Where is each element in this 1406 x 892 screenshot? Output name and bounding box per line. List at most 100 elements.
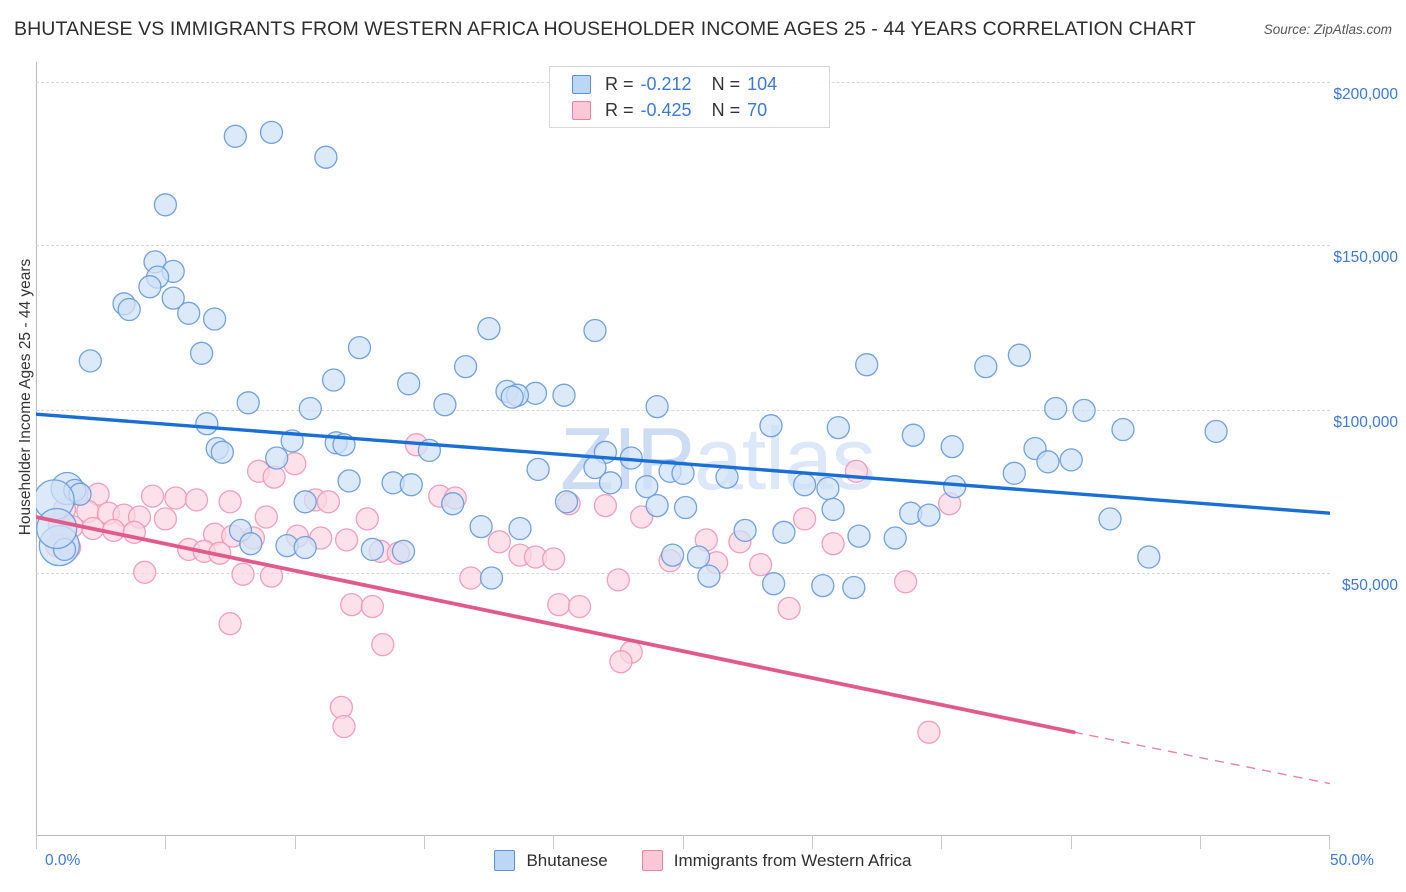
legend-item-bhutanese[interactable]: Bhutanese	[494, 850, 608, 871]
data-point	[293, 490, 317, 514]
data-point	[441, 492, 465, 516]
data-point	[337, 469, 361, 493]
x-tick-9	[1200, 835, 1201, 849]
data-point	[645, 394, 669, 419]
pink-r-value: -0.425	[640, 99, 692, 120]
data-point	[1002, 461, 1026, 485]
data-point	[189, 341, 214, 365]
x-tick-label-min: 0.0%	[45, 852, 81, 869]
data-point	[177, 301, 201, 325]
pink-r-label: R =	[605, 99, 634, 120]
data-point	[138, 275, 162, 299]
y-tick-label-50000: $50,000	[1341, 577, 1398, 594]
data-point	[1098, 507, 1122, 531]
data-point	[606, 568, 630, 592]
data-point	[36, 507, 78, 550]
data-point	[262, 465, 286, 489]
data-point	[855, 353, 879, 377]
blue-trendline	[36, 412, 1330, 515]
x-tick-1	[165, 835, 166, 849]
data-point	[334, 528, 359, 552]
x-tick-label-max: 50.0%	[1330, 852, 1374, 869]
data-point	[792, 507, 817, 531]
blue-n-label: N =	[711, 73, 741, 94]
x-tick-0	[36, 835, 37, 849]
data-point	[133, 560, 157, 584]
gridline-150000	[36, 245, 1330, 246]
data-point	[218, 490, 242, 514]
data-point	[161, 286, 185, 310]
data-point	[1059, 448, 1083, 472]
data-point	[371, 632, 395, 657]
data-point	[842, 575, 866, 600]
legend-item-western-africa[interactable]: Immigrants from Western Africa	[641, 850, 912, 871]
data-point	[547, 592, 571, 617]
data-point	[821, 497, 845, 522]
data-point	[469, 514, 493, 539]
data-point	[195, 412, 219, 436]
data-point	[552, 383, 576, 407]
data-point	[901, 423, 925, 447]
data-point	[526, 457, 550, 482]
data-point	[321, 368, 346, 392]
data-point	[609, 650, 633, 674]
y-axis-title: Householder Income Ages 25 - 44 years	[17, 258, 34, 536]
source-label: Source: ZipAtlas.com	[1263, 22, 1392, 37]
pink-trendline-extension	[1073, 731, 1330, 785]
data-point	[1044, 396, 1068, 421]
data-point	[477, 316, 501, 341]
data-point	[635, 474, 659, 499]
data-point	[686, 545, 711, 569]
data-point	[1007, 343, 1032, 367]
data-point	[733, 518, 757, 543]
data-point	[917, 503, 941, 527]
data-point	[821, 532, 845, 556]
y-axis-line	[36, 62, 37, 835]
data-point	[1137, 545, 1161, 569]
data-point	[332, 714, 356, 739]
data-point	[479, 566, 504, 590]
data-point	[218, 612, 242, 636]
data-point	[223, 124, 247, 148]
plot-area	[36, 62, 1330, 835]
data-point	[210, 440, 234, 464]
data-point	[164, 486, 188, 510]
data-point	[883, 526, 907, 550]
data-point	[554, 490, 579, 514]
data-point	[583, 318, 607, 343]
data-point	[541, 547, 566, 571]
legend-label-western-africa: Immigrants from Western Africa	[673, 850, 912, 870]
data-point	[78, 349, 102, 373]
data-point	[360, 594, 385, 619]
data-point	[761, 572, 786, 596]
data-point	[236, 391, 260, 415]
data-point	[759, 414, 783, 438]
data-point	[153, 193, 178, 217]
blue-n-value: 104	[747, 73, 778, 94]
data-point	[715, 465, 739, 489]
data-point	[293, 535, 317, 560]
y-tick-label-200000: $200,000	[1333, 86, 1398, 103]
data-point	[459, 566, 483, 590]
data-point	[360, 537, 385, 562]
data-point	[893, 570, 918, 594]
data-point	[1072, 398, 1096, 423]
x-tick-6	[812, 835, 813, 849]
pink-trendline	[36, 515, 1076, 735]
x-tick-8	[1071, 835, 1072, 849]
data-point	[772, 520, 796, 544]
data-point	[184, 488, 209, 512]
data-point	[453, 354, 478, 379]
data-point	[355, 507, 379, 531]
stats-row-western-africa: R = -0.425 N = 70	[572, 97, 767, 123]
stats-row-bhutanese: R = -0.212 N = 104	[572, 71, 777, 97]
data-point	[645, 493, 669, 518]
x-tick-3	[424, 835, 425, 849]
data-point	[748, 552, 773, 577]
data-point	[254, 505, 278, 529]
x-tick-4	[553, 835, 554, 849]
y-tick-label-100000: $100,000	[1333, 414, 1398, 431]
data-point	[117, 297, 141, 322]
data-point	[593, 493, 618, 518]
data-point	[1111, 417, 1135, 442]
